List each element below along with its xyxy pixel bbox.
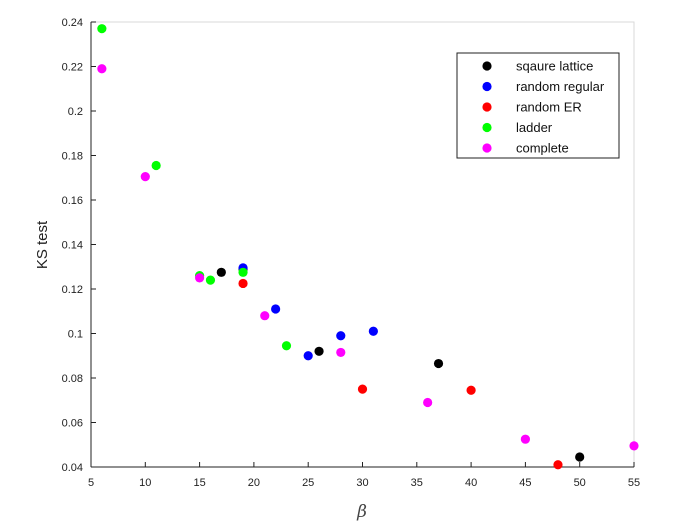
data-point	[260, 311, 270, 321]
data-point	[336, 331, 346, 341]
legend-label: sqaure lattice	[516, 59, 593, 74]
x-axis-title: β	[356, 502, 367, 522]
x-tick-label: 50	[574, 477, 586, 489]
y-tick-label: 0.16	[62, 195, 83, 207]
data-point	[97, 64, 107, 74]
y-tick-label: 0.22	[62, 62, 83, 74]
data-point	[140, 172, 150, 182]
data-point	[433, 358, 444, 369]
data-point	[520, 434, 531, 444]
data-point	[314, 346, 324, 356]
data-point	[238, 267, 248, 277]
y-tick-label: 0.04	[62, 462, 83, 474]
x-tick-label: 45	[519, 477, 531, 489]
x-tick-label: 5	[88, 477, 94, 489]
data-point	[238, 278, 248, 289]
y-tick-label: 0.18	[62, 151, 83, 163]
legend-marker	[482, 122, 492, 133]
x-tick-label: 35	[411, 477, 423, 489]
data-point	[466, 385, 476, 395]
data-point	[205, 275, 216, 285]
x-tick-label: 40	[465, 477, 477, 489]
legend-label: ladder	[516, 120, 553, 135]
y-tick-label: 0.2	[68, 106, 83, 118]
data-point	[151, 160, 161, 171]
legend-label: random ER	[516, 100, 582, 115]
data-point	[336, 347, 346, 358]
data-point	[303, 351, 313, 361]
y-tick-label: 0.06	[62, 418, 83, 430]
data-point	[575, 452, 585, 462]
legend-label: random regular	[516, 79, 605, 94]
y-tick-label: 0.24	[62, 17, 83, 29]
data-point	[368, 326, 378, 336]
data-point	[281, 341, 292, 351]
x-tick-label: 10	[139, 477, 151, 489]
legend-marker	[482, 81, 492, 92]
legend-marker	[482, 102, 492, 112]
y-tick-label: 0.12	[62, 284, 83, 296]
data-point	[195, 273, 205, 283]
x-ticks: 5 10 15 20 25 30 35 40 45 50 55	[88, 462, 640, 489]
data-point	[216, 267, 226, 277]
x-tick-label: 15	[193, 477, 205, 489]
y-tick-label: 0.1	[68, 329, 83, 341]
x-tick-label: 30	[356, 477, 368, 489]
x-tick-label: 25	[302, 477, 314, 489]
data-point	[97, 24, 107, 34]
y-tick-label: 0.14	[62, 240, 83, 252]
data-points	[97, 24, 639, 470]
y-axis-title: KS test	[34, 220, 51, 269]
x-tick-label: 20	[248, 477, 260, 489]
legend-marker	[482, 61, 492, 71]
y-tick-label: 0.08	[62, 373, 83, 385]
data-point	[357, 384, 368, 394]
data-point	[553, 460, 563, 470]
data-point	[271, 304, 281, 314]
legend-marker	[482, 143, 492, 153]
y-ticks: 0.04 0.06 0.08 0.1 0.12 0.14 0.16 0.18 0.2 0.22 0.…	[62, 17, 96, 474]
x-tick-label: 55	[628, 477, 640, 489]
data-point	[629, 441, 639, 451]
data-point	[423, 397, 433, 408]
legend-label: complete	[516, 141, 569, 156]
legend: sqaure lattice random regular random ER lad…	[456, 52, 620, 159]
